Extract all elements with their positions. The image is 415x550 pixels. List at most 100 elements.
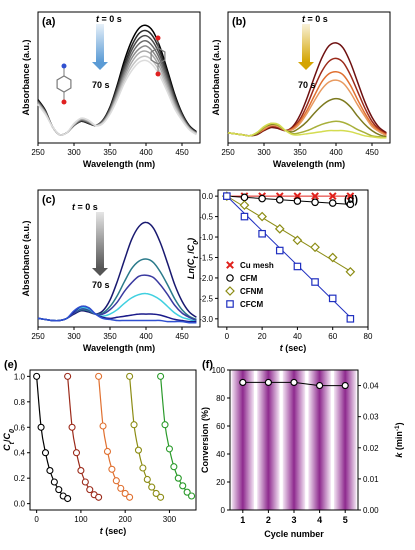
panel-b-frame [227,11,391,144]
panel-d-frame [217,189,369,328]
arrow-start-label-a: t = 0 s [96,14,122,24]
panel-f-ytick-label: 100 [212,366,226,375]
panel-f-frame [229,369,359,511]
decay-point-cycle 2 [81,478,89,486]
data-point-CFCM [311,278,319,286]
legend-marker-CFCM [226,300,234,308]
data-point-CFM [275,196,284,204]
data-point-CFNM [274,224,285,234]
spectrum-line-a [37,59,197,136]
panel-d-xtick-label: 60 [328,332,337,341]
data-point-CFCM [346,315,355,323]
decay-point-cycle 1 [37,423,45,431]
panel-a-ylabel: Absorbance (a.u.) [21,39,31,115]
decay-point-cycle 2 [72,449,81,457]
panel-e-frame [29,369,197,511]
panel-a-frame [37,11,201,144]
decay-point-cycle 3 [121,489,129,498]
panel-e-ytick-label: 0.2 [14,474,26,483]
data-point-CFNM [239,200,250,210]
data-point-CFM [311,198,319,207]
panel-e-ytick-label: 0.0 [14,500,26,509]
decay-point-cycle 4 [126,372,134,380]
data-point-Cu mesh [311,192,319,201]
rate-constant-point [290,378,298,386]
data-point-CFCM [223,192,231,200]
data-point-CFCM [240,212,249,221]
panel-f-y2tick-label: 0.04 [363,382,379,391]
decay-point-cycle 1 [41,449,50,457]
panel-d-ytick-label: -1.0 [199,233,213,242]
time-arrow-a-shaft [96,24,104,62]
panel-f-y2tick-label: 0.01 [363,475,379,484]
panel-a-xtick-label: 350 [103,148,117,157]
conversion-bar [257,370,280,510]
decay-point-cycle 5 [170,463,178,471]
panel-f-y2tick-label: 0.03 [363,413,379,422]
decay-point-cycle 4 [148,483,156,491]
data-point-Cu mesh [328,192,337,201]
decay-point-cycle 5 [161,421,169,429]
spectrum-line-b [227,122,387,139]
decay-point-cycle 4 [139,464,147,472]
rate-constant-point [264,378,272,386]
decay-point-cycle 4 [157,493,165,501]
decay-point-cycle 1 [46,466,54,475]
decay-point-cycle 4 [134,446,143,454]
decay-point-cycle 3 [117,484,125,492]
panel-f-xtick-label: 5 [343,515,348,525]
decay-point-cycle 3 [126,493,134,501]
decay-point-cycle 5 [174,474,182,482]
panel-a-xtick-label: 250 [31,148,45,157]
legend-marker-CFNM [225,286,235,296]
aminophenol-structure: NH2-phenol [56,63,72,105]
data-point-CFM [328,199,337,207]
panel-d-ytick-label: -2.0 [199,274,213,283]
panel-f-ytick-label: 40 [216,450,225,459]
decay-point-cycle 1 [33,372,41,380]
data-point-CFM [258,194,266,203]
panel-label-c: (c) [42,194,56,206]
time-arrow-c-shaft [96,212,104,268]
arrow-end-label-a: 70 s [92,80,110,90]
data-point-CFNM [257,211,267,222]
data-point-CFM [240,193,249,202]
legend-label-CFNM: CFNM [240,287,263,296]
decay-point-cycle 2 [95,493,103,501]
panel-d-ytick-label: -3.0 [199,315,213,324]
decay-point-cycle 5 [165,445,173,453]
panel-f-xlabel: Cycle number [264,529,324,539]
panel-f-xtick-label: 2 [266,515,271,525]
time-arrow-c-head [92,268,108,276]
panel-label-a: (a) [42,16,56,28]
time-arrow-a [92,24,108,70]
rate-constant-point [239,378,247,386]
panel-f-xtick-label: 4 [317,515,322,525]
panel-e-ytick-label: 0.8 [14,398,26,407]
legend-label-Cu mesh: Cu mesh [240,261,274,270]
time-arrow-b-head [298,62,314,70]
legend-label-CFM: CFM [240,274,258,283]
conversion-bar [333,370,357,510]
aminophenol-structure-ring [56,75,72,93]
panel-a-xtick-label: 450 [175,148,189,157]
panel-label-e: (e) [4,359,18,371]
conversion-bar [282,370,306,510]
arrow-end-label-b: 70 s [298,80,316,90]
arrow-end-label-c: 70 s [92,280,110,290]
arrow-start-label-b: t = 0 s [302,14,328,24]
panel-d-xtick-label: 20 [258,332,267,341]
panel-e-ytick-label: 1.0 [14,372,26,381]
time-arrow-c [92,212,108,276]
decay-point-cycle 3 [99,422,107,430]
spectrum-line-a [37,24,197,136]
panel-d-ytick-label: 0.0 [202,192,214,201]
panel-d-xtick-label: 0 [225,332,230,341]
data-point-CFNM [345,266,356,277]
panel-label-b: (b) [232,16,246,28]
panel-a-xtick-label: 300 [67,148,81,157]
panel-e-xtick-label: 200 [118,515,132,524]
panel-b-xtick-label: 250 [221,148,235,157]
decay-point-cycle 3 [108,465,116,473]
panel-e-xlabel: t (sec) [100,526,127,536]
